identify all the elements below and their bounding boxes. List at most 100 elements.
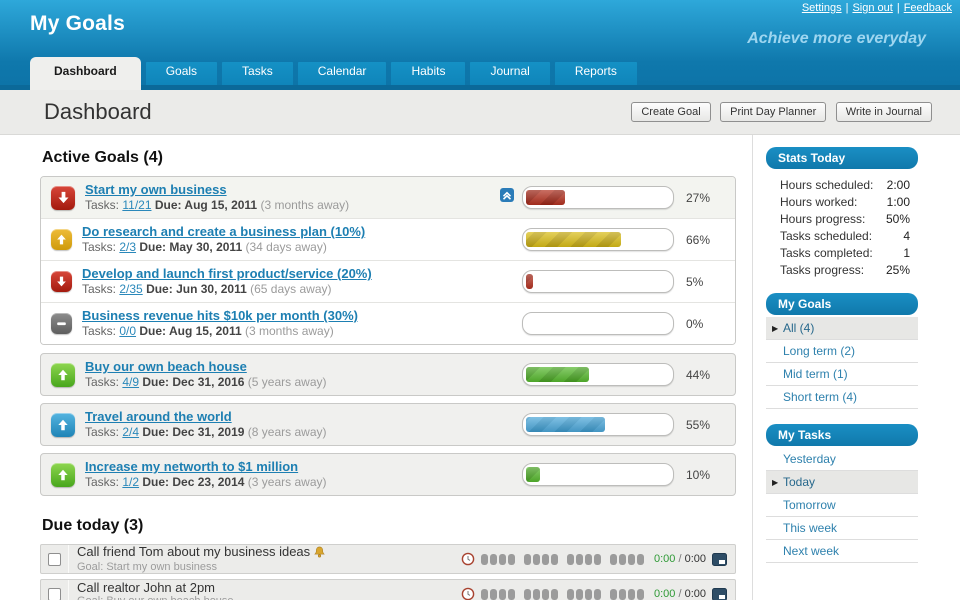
progress-percent: 55% (686, 417, 711, 432)
create-goal-button[interactable]: Create Goal (631, 102, 711, 122)
due-away: (8 years away) (247, 425, 327, 439)
tab-journal[interactable]: Journal (470, 58, 550, 85)
tasks-count-link[interactable]: 0/0 (119, 324, 137, 338)
due-date: Due: Aug 15, 2011 (154, 198, 258, 212)
tasks-filter-next-week[interactable]: ▶Next week (766, 540, 918, 563)
tasks-filter-tomorrow[interactable]: ▶Tomorrow (766, 494, 918, 517)
progress-bar (522, 312, 674, 335)
sidebar: Stats Today Hours scheduled: 2:00 Hours w… (753, 135, 960, 600)
task-row: Call realtor John at 2pm Goal: Buy our o… (40, 579, 736, 600)
write-in-journal-button[interactable]: Write in Journal (835, 102, 932, 122)
trend-down-icon (51, 271, 72, 292)
stat-row: Hours progress: 50% (780, 211, 910, 226)
tasks-filter-yesterday[interactable]: ▶Yesterday (766, 448, 918, 471)
progress-fill (526, 367, 590, 382)
feedback-link[interactable]: Feedback (903, 2, 952, 14)
tab-reports[interactable]: Reports (554, 58, 637, 85)
progress-percent: 44% (686, 367, 711, 382)
goal-group: Start my own business Tasks: 11/21 Due: … (40, 176, 736, 345)
goal-box: Increase my networth to $1 million Tasks… (40, 453, 736, 496)
stat-row: Tasks scheduled: 4 (780, 228, 910, 243)
task-title: Call realtor John at 2pm (77, 579, 216, 595)
popout-window-icon[interactable] (712, 552, 727, 566)
tasks-filter-this-week[interactable]: ▶This week (766, 517, 918, 540)
task-goal: Goal: Start my own business (77, 560, 218, 573)
tab-habits[interactable]: Habits (391, 58, 466, 85)
task-text: Call realtor John at 2pm Goal: Buy our o… (69, 581, 461, 600)
tasks-filter-today[interactable]: ▶ Today (766, 471, 918, 494)
due-date: Due: Dec 31, 2019 (142, 425, 245, 439)
progress-bar (522, 186, 674, 209)
time-dots[interactable] (480, 553, 646, 565)
goal-progress-area: 10% (500, 463, 726, 486)
task-title: Call friend Tom about my business ideas (77, 545, 461, 560)
goal-meta: Tasks: 2/3 Due: May 30, 2011 (34 days aw… (82, 240, 327, 254)
goal-meta: Tasks: 4/9 Due: Dec 31, 2016 (5 years aw… (85, 375, 327, 389)
due-away: (3 months away) (245, 324, 334, 338)
goal-title-link[interactable]: Business revenue hits $10k per month (30… (82, 308, 358, 323)
stats-today-panel: Stats Today Hours scheduled: 2:00 Hours w… (766, 147, 918, 278)
progress-percent: 0% (686, 316, 704, 331)
app-tagline: Achieve more everyday (747, 30, 926, 47)
due-away: (65 days away) (250, 282, 332, 296)
due-date: Due: Jun 30, 2011 (146, 282, 247, 296)
toolbar-buttons: Create Goal Print Day Planner Write in J… (626, 102, 932, 122)
tasks-count-link[interactable]: 2/35 (119, 282, 143, 296)
progress-fill (526, 417, 606, 432)
stat-row: Tasks progress: 25% (780, 262, 910, 277)
progress-bar (522, 228, 674, 251)
time-dots[interactable] (480, 588, 646, 600)
goals-filter-all[interactable]: ▶ All (4) (766, 317, 918, 340)
due-date: Due: May 30, 2011 (139, 240, 243, 254)
goal-title-link[interactable]: Increase my networth to $1 million (85, 459, 299, 474)
goal-meta: Tasks: 0/0 Due: Aug 15, 2011 (3 months a… (82, 324, 334, 338)
progress-bar (522, 270, 674, 293)
main-column: Active Goals (4) Start my own business T… (0, 135, 753, 600)
goals-filter-mid-term[interactable]: ▶Mid term (1) (766, 363, 918, 386)
trend-up-icon (51, 462, 75, 487)
popout-window-icon[interactable] (712, 587, 727, 600)
settings-link[interactable]: Settings (801, 2, 842, 14)
trend-up-icon (51, 362, 75, 387)
goal-progress-area: 27% (500, 186, 726, 209)
goal-box: Buy our own beach house Tasks: 4/9 Due: … (40, 353, 736, 396)
tasks-count-link[interactable]: 1/2 (122, 475, 140, 489)
goals-filter-short-term[interactable]: ▶Short term (4) (766, 386, 918, 409)
due-away: (5 years away) (247, 375, 327, 389)
tab-tasks[interactable]: Tasks (222, 58, 293, 85)
goal-title-link[interactable]: Buy our own beach house (85, 359, 247, 374)
due-date: Due: Aug 15, 2011 (139, 324, 242, 338)
progress-fill (526, 274, 534, 289)
goal-box: Travel around the world Tasks: 2/4 Due: … (40, 403, 736, 446)
tab-goals[interactable]: Goals (145, 58, 218, 85)
goal-title-link[interactable]: Travel around the world (85, 409, 232, 424)
goal-title-link[interactable]: Develop and launch first product/service… (82, 266, 372, 281)
goal-title-link[interactable]: Start my own business (85, 182, 227, 197)
goal-row: Business revenue hits $10k per month (30… (41, 302, 735, 344)
due-date: Due: Dec 23, 2014 (142, 475, 245, 489)
print-day-planner-button[interactable]: Print Day Planner (720, 102, 827, 122)
task-checkbox[interactable] (48, 587, 61, 600)
tab-bar: Dashboard Goals Tasks Calendar Habits Jo… (0, 57, 960, 90)
due-date: Due: Dec 31, 2016 (142, 375, 245, 389)
goals-filter-long-term[interactable]: ▶Long term (2) (766, 340, 918, 363)
due-today-heading: Due today (3) (42, 517, 144, 534)
tab-calendar[interactable]: Calendar (297, 58, 387, 85)
tasks-count-link[interactable]: 2/3 (119, 240, 137, 254)
collapse-icon[interactable] (500, 188, 514, 207)
goal-title-link[interactable]: Do research and create a business plan (… (82, 224, 366, 239)
tasks-count-link[interactable]: 4/9 (122, 375, 140, 389)
app-title: My Goals (30, 12, 125, 35)
goal-meta: Tasks: 2/4 Due: Dec 31, 2019 (8 years aw… (85, 425, 327, 439)
selected-arrow-icon: ▶ (772, 477, 779, 487)
nav-separator: | (896, 2, 900, 14)
sign-out-link[interactable]: Sign out (852, 2, 893, 14)
goal-text: Develop and launch first product/service… (82, 266, 500, 297)
tasks-count-link[interactable]: 2/4 (122, 425, 140, 439)
tasks-count-link[interactable]: 11/21 (122, 198, 152, 212)
tab-dashboard[interactable]: Dashboard (30, 57, 141, 90)
selected-arrow-icon: ▶ (772, 323, 779, 333)
task-checkbox[interactable] (48, 552, 61, 566)
progress-percent: 5% (686, 274, 704, 289)
time-values: 0:00 / 0:00 (653, 553, 706, 565)
